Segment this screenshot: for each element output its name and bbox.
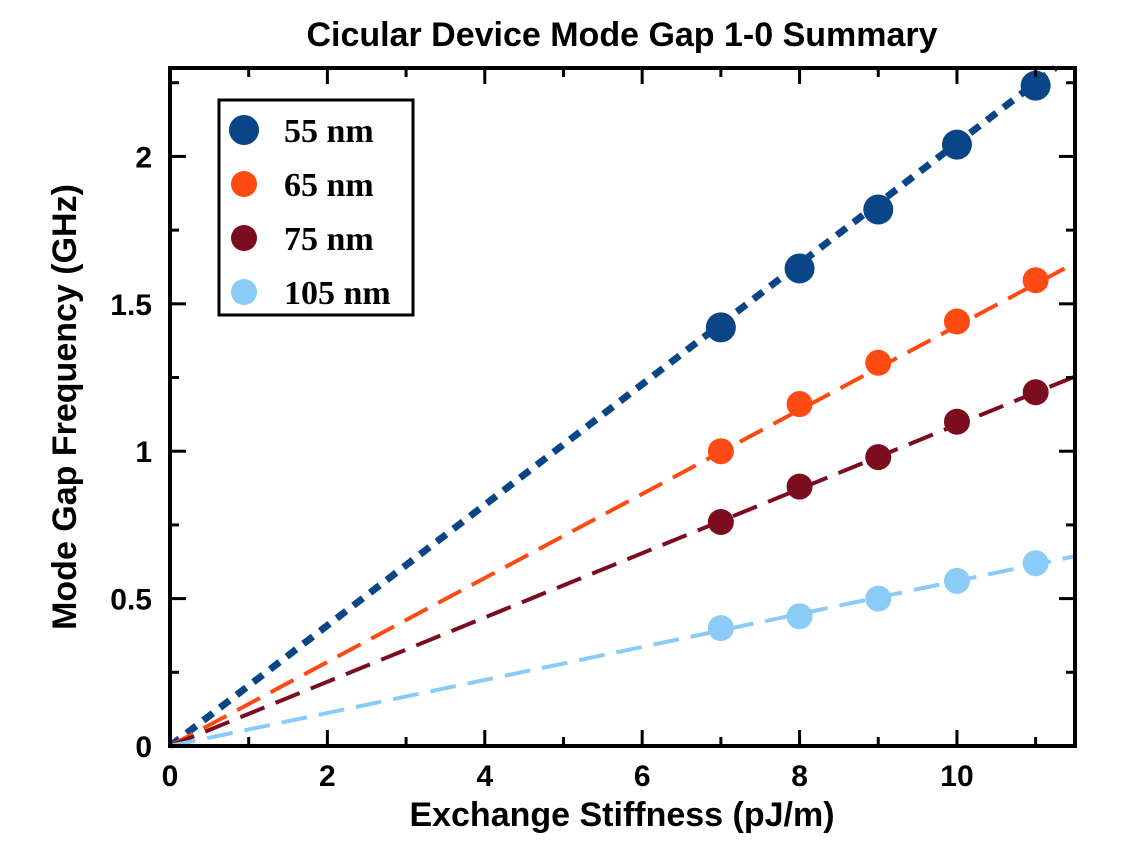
point-65-nm (786, 391, 813, 418)
point-55-nm (705, 312, 736, 343)
x-tick-label: 2 (319, 760, 336, 793)
y-tick-label: 1 (135, 436, 152, 469)
x-tick-label: 6 (634, 760, 651, 793)
x-axis-label: Exchange Stiffness (pJ/m) (409, 796, 834, 834)
y-tick-label: 0 (135, 731, 152, 764)
point-105-nm (786, 603, 813, 630)
y-axis-label: Mode Gap Frequency (GHz) (46, 184, 84, 630)
point-65-nm (865, 349, 892, 376)
point-75-nm (865, 444, 892, 471)
point-105-nm (1022, 550, 1049, 577)
tick-labels: 0 2 4 6 8 10 0 0.5 1 1.5 2 (110, 141, 973, 793)
point-75-nm (786, 473, 813, 500)
point-105-nm (865, 585, 892, 612)
legend-label-55-nm: 55 nm (284, 113, 374, 150)
legend-marker-105-nm (231, 279, 257, 305)
point-55-nm (863, 194, 894, 225)
axis-ticks (168, 68, 1075, 748)
legend-marker-55-nm (229, 115, 259, 145)
legend: 55 nm 65 nm 75 nm 105 nm (217, 98, 415, 317)
y-tick-label: 2 (135, 141, 152, 174)
point-75-nm (943, 408, 970, 435)
legend-label-105-nm: 105 nm (284, 275, 391, 312)
point-65-nm (1022, 267, 1049, 294)
x-tick-label: 10 (940, 760, 973, 793)
x-tick-label: 4 (476, 760, 493, 793)
point-55-nm (1020, 70, 1051, 101)
fit-lines (167, 65, 1076, 749)
point-75-nm (1022, 379, 1049, 406)
point-65-nm (943, 308, 970, 335)
legend-marker-65-nm (231, 171, 257, 197)
legend-items: 55 nm 65 nm 75 nm 105 nm (229, 113, 391, 312)
fit-line-65-nm (169, 261, 1076, 748)
point-65-nm (707, 438, 734, 465)
point-105-nm (943, 567, 970, 594)
legend-label-65-nm: 65 nm (284, 167, 374, 204)
x-tick-label: 0 (162, 760, 179, 793)
y-tick-label: 0.5 (110, 584, 152, 617)
fit-line-75-nm (169, 374, 1076, 748)
legend-marker-75-nm (231, 225, 257, 251)
y-tick-label: 1.5 (110, 289, 152, 322)
x-tick-label: 8 (791, 760, 808, 793)
chart-title: Cicular Device Mode Gap 1-0 Summary (306, 16, 937, 54)
point-75-nm (707, 508, 734, 535)
point-105-nm (707, 615, 734, 642)
point-55-nm (784, 253, 815, 284)
legend-label-75-nm: 75 nm (284, 221, 374, 258)
fit-line-105-nm (169, 554, 1076, 748)
fit-line-55-nm (167, 65, 1058, 749)
point-55-nm (941, 129, 972, 160)
data-points (705, 70, 1051, 642)
plot-frame (168, 66, 1077, 748)
